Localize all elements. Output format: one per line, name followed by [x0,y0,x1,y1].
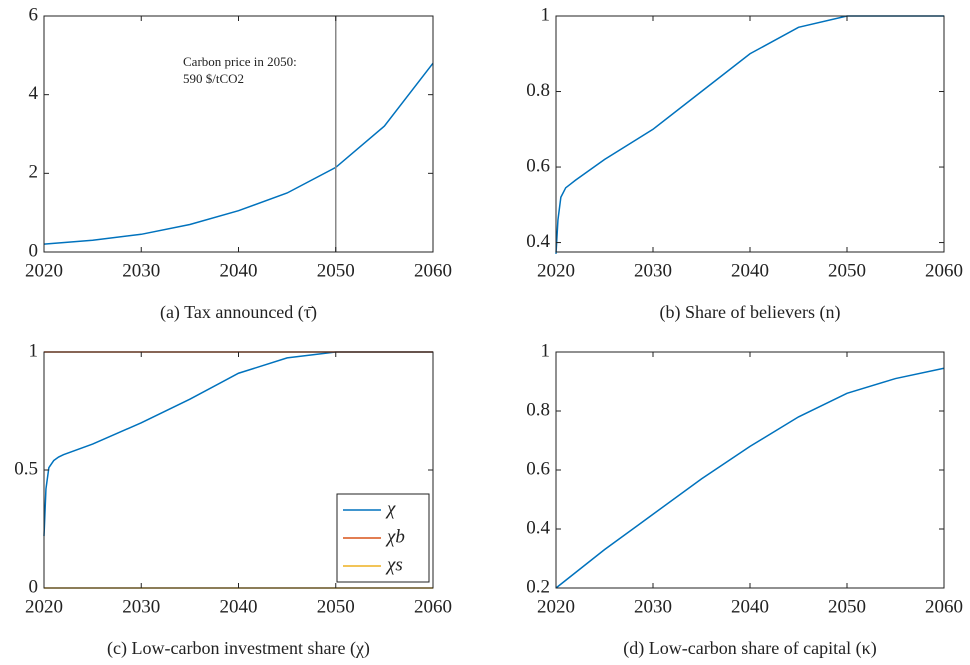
y-tick-label: 0.8 [526,80,550,101]
legend-label: χ [385,498,396,519]
y-tick-label: 1 [541,4,551,25]
annotation: Carbon price in 2050: [183,54,297,69]
y-tick-label: 1 [541,340,551,361]
caption: (b) Share of believers (n) [660,302,841,323]
y-tick-label: 6 [29,4,39,25]
x-tick-label: 2050 [317,596,355,617]
x-tick-label: 2040 [731,596,769,617]
x-tick-label: 2060 [414,260,452,281]
x-tick-label: 2060 [414,596,452,617]
data-line [43,351,433,537]
data-line [555,367,945,589]
annotation: 590 $/tCO2 [183,71,244,86]
x-tick-label: 2060 [925,596,963,617]
x-tick-label: 2020 [537,260,575,281]
y-tick-label: 0.5 [14,458,38,479]
y-tick-label: 0.2 [526,576,550,597]
caption: (d) Low-carbon share of capital (κ) [623,638,876,659]
y-tick-label: 2 [29,162,39,183]
x-tick-label: 2040 [220,596,258,617]
data-line [43,62,434,245]
legend-label: χb [385,526,405,547]
x-tick-label: 2060 [925,260,963,281]
y-tick-label: 4 [29,83,39,104]
y-tick-label: 0 [29,240,39,261]
y-tick-label: 0 [29,576,39,597]
x-tick-label: 2030 [122,260,160,281]
x-tick-label: 2040 [731,260,769,281]
axes-box [555,15,945,253]
x-tick-label: 2050 [828,260,866,281]
y-tick-label: 1 [29,340,39,361]
caption: (a) Tax announced (τ̄) [160,302,317,323]
y-tick-label: 0.4 [526,517,550,538]
axes-box [555,351,945,589]
data-line [555,15,944,254]
x-tick-label: 2020 [25,596,63,617]
x-tick-label: 2020 [25,260,63,281]
y-tick-label: 0.6 [526,458,550,479]
legend-label: χs [385,554,403,575]
x-tick-label: 2050 [317,260,355,281]
caption: (c) Low-carbon investment share (χ) [107,638,370,659]
x-tick-label: 2030 [122,596,160,617]
y-tick-label: 0.6 [526,155,550,176]
x-tick-label: 2030 [634,260,672,281]
x-tick-label: 2040 [220,260,258,281]
x-tick-label: 2050 [828,596,866,617]
x-tick-label: 2030 [634,596,672,617]
y-tick-label: 0.8 [526,399,550,420]
y-tick-label: 0.4 [526,231,550,252]
x-tick-label: 2020 [537,596,575,617]
